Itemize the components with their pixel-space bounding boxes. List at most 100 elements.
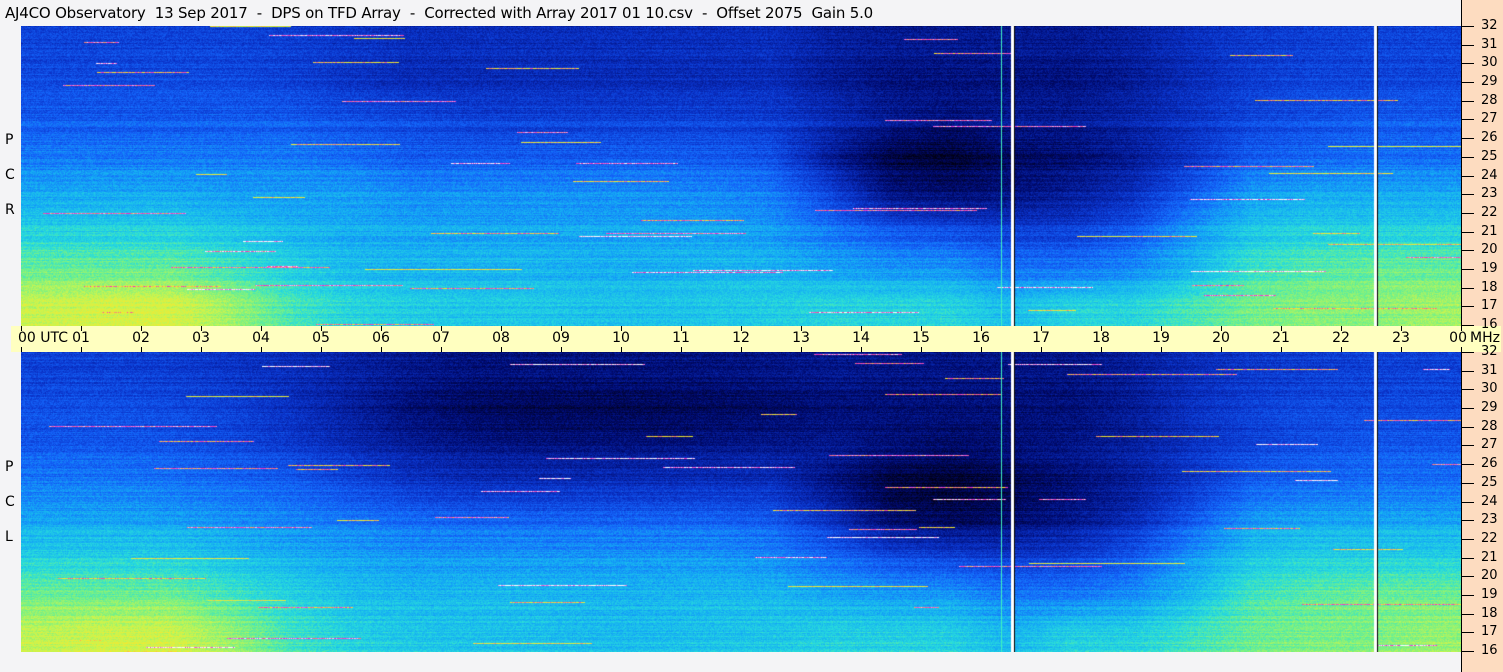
time-tick-label: 14 (852, 330, 870, 346)
time-tick (981, 347, 982, 352)
time-tick (441, 347, 442, 352)
time-tick-label: 01 (72, 330, 90, 346)
frequency-tick-label: 28 (1481, 418, 1498, 434)
panel-label-letter: R (5, 202, 15, 218)
frequency-tick-label: 30 (1481, 381, 1498, 397)
time-tick (1401, 326, 1402, 331)
time-tick (681, 347, 682, 352)
frequency-tick (1461, 325, 1474, 326)
frequency-tick-label: 18 (1481, 605, 1498, 621)
frequency-tick (1461, 445, 1474, 447)
time-tick (1161, 347, 1162, 352)
frequency-tick (1461, 82, 1474, 84)
time-tick (801, 326, 802, 331)
frequency-tick-label: 27 (1481, 437, 1498, 453)
time-tick (381, 326, 382, 331)
time-tick (621, 326, 622, 331)
frequency-tick (1461, 482, 1474, 484)
time-tick (681, 326, 682, 331)
frequency-tick (1461, 538, 1474, 540)
frequency-tick-label: 20 (1481, 242, 1498, 258)
frequency-tick (1461, 576, 1474, 578)
frequency-tick-label: 24 (1481, 493, 1498, 509)
time-tick (621, 347, 622, 352)
frequency-tick-label: 28 (1481, 92, 1498, 108)
time-tick (141, 326, 142, 331)
frequency-tick (1461, 194, 1474, 196)
frequency-tick-label: 17 (1481, 298, 1498, 314)
time-tick (1461, 326, 1462, 331)
frequency-tick (1461, 100, 1474, 102)
rcp-heatmap-canvas (21, 26, 1461, 326)
frequency-tick-label: 32 (1481, 344, 1498, 359)
panel-label-letter: P (5, 459, 14, 475)
frequency-tick-label: 21 (1481, 549, 1498, 565)
frequency-tick (1461, 250, 1474, 252)
time-tick-label: 21 (1272, 330, 1290, 346)
frequency-tick (1461, 156, 1474, 158)
time-tick-label: 20 (1212, 330, 1230, 346)
time-tick (741, 347, 742, 352)
time-tick (861, 326, 862, 331)
time-tick-label: 06 (372, 330, 390, 346)
rcp-spectrogram (21, 26, 1461, 326)
frequency-tick-label: 29 (1481, 400, 1498, 416)
time-tick (321, 326, 322, 331)
time-tick-label: 17 (1032, 330, 1050, 346)
frequency-tick-label: 29 (1481, 74, 1498, 90)
frequency-tick (1461, 594, 1474, 596)
frequency-tick-label: 20 (1481, 568, 1498, 584)
time-tick-label: 02 (132, 330, 150, 346)
time-tick (1101, 326, 1102, 331)
chart-title: AJ4CO Observatory 13 Sep 2017 - DPS on T… (5, 4, 873, 22)
time-tick (1281, 347, 1282, 352)
time-tick-label: 12 (732, 330, 750, 346)
frequency-tick-label: 30 (1481, 55, 1498, 71)
time-tick (141, 347, 142, 352)
time-tick (201, 326, 202, 331)
frequency-tick (1461, 632, 1474, 634)
frequency-tick (1461, 408, 1474, 410)
time-tick (501, 347, 502, 352)
panel-label-letter: C (5, 494, 15, 510)
time-tick (741, 326, 742, 331)
time-tick (921, 326, 922, 331)
frequency-tick (1461, 175, 1474, 177)
frequency-tick (1461, 389, 1474, 391)
time-tick-label: 11 (672, 330, 690, 346)
time-tick-label: 22 (1332, 330, 1350, 346)
time-tick (561, 347, 562, 352)
frequency-tick-label: 23 (1481, 512, 1498, 528)
frequency-tick (1461, 520, 1474, 522)
time-tick-label: 19 (1152, 330, 1170, 346)
time-tick (561, 326, 562, 331)
time-tick (1221, 326, 1222, 331)
frequency-tick (1461, 501, 1474, 503)
frequency-tick (1461, 370, 1474, 372)
frequency-tick (1461, 26, 1474, 27)
time-tick (21, 326, 22, 331)
time-tick (261, 326, 262, 331)
time-tick-label: 15 (912, 330, 930, 346)
time-tick (261, 347, 262, 352)
time-tick (1461, 347, 1462, 352)
time-tick (21, 347, 22, 352)
time-tick-label: 00 (1449, 330, 1467, 346)
frequency-unit-label: MHz (1470, 330, 1500, 346)
frequency-tick-label: 23 (1481, 186, 1498, 202)
time-tick (1341, 326, 1342, 331)
frequency-tick-label: 19 (1481, 260, 1498, 276)
time-tick (1341, 347, 1342, 352)
time-tick-label: 05 (312, 330, 330, 346)
frequency-tick-label: 16 (1481, 643, 1498, 658)
time-tick (321, 347, 322, 352)
frequency-tick-label: 18 (1481, 279, 1498, 295)
panel-label-letter: L (5, 529, 13, 545)
frequency-tick (1461, 613, 1474, 615)
time-tick-label: 04 (252, 330, 270, 346)
time-tick-label: 18 (1092, 330, 1110, 346)
frequency-tick (1461, 352, 1474, 353)
time-tick (1221, 347, 1222, 352)
time-tick (81, 326, 82, 331)
time-tick (201, 347, 202, 352)
